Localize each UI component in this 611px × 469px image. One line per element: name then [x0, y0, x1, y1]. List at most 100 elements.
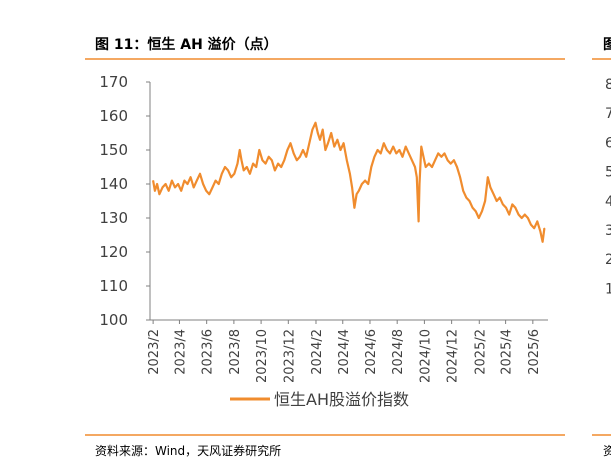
data-point — [533, 227, 535, 229]
right-panel-title-fragment: 图 — [603, 37, 611, 53]
data-point — [305, 156, 307, 158]
y-tick-label: 170 — [99, 73, 128, 91]
data-point — [233, 173, 235, 175]
data-point — [383, 142, 385, 144]
data-point — [183, 180, 185, 182]
data-point — [478, 217, 480, 219]
data-point — [481, 210, 483, 212]
data-point — [521, 217, 523, 219]
x-tick-label: 2024/4 — [337, 329, 352, 375]
data-point — [240, 159, 243, 161]
data-point — [392, 146, 394, 148]
x-tick-label: 2023/12 — [282, 329, 297, 383]
data-point — [171, 180, 173, 182]
data-point — [324, 149, 326, 151]
data-point — [283, 159, 285, 161]
data-point — [319, 139, 321, 141]
right-panel-tick-label: 6 — [605, 135, 611, 151]
data-point — [227, 169, 229, 171]
right-panel-tick-label: 8 — [605, 77, 611, 93]
x-tick-label: 2024/8 — [391, 329, 406, 375]
data-point — [414, 166, 416, 168]
y-tick-label: 140 — [99, 175, 128, 193]
data-point — [286, 149, 288, 151]
data-point — [539, 231, 542, 233]
data-point — [496, 200, 498, 202]
data-point — [165, 183, 167, 185]
y-tick-label: 110 — [99, 277, 128, 295]
data-point — [152, 180, 154, 182]
data-point — [447, 159, 449, 161]
data-point — [343, 142, 345, 144]
data-point — [215, 180, 217, 182]
data-point — [420, 146, 422, 148]
data-point — [475, 210, 477, 212]
data-point — [422, 156, 425, 158]
data-point — [268, 156, 270, 158]
data-point — [511, 203, 513, 205]
data-point — [221, 173, 223, 175]
data-point — [296, 159, 298, 161]
data-point — [180, 190, 182, 192]
data-point — [428, 163, 430, 165]
data-point — [356, 193, 358, 195]
data-point — [327, 142, 329, 144]
data-point — [271, 159, 273, 161]
data-point — [349, 173, 351, 175]
data-point — [339, 149, 342, 151]
data-point — [524, 214, 526, 216]
right-panel-tick-label: 2 — [605, 252, 611, 268]
right-panel-axis-ticks: 8 7 6 5 4 3 2 1 — [605, 77, 611, 297]
data-point — [536, 220, 538, 222]
data-point — [487, 176, 489, 178]
data-point — [154, 190, 156, 192]
data-point — [258, 149, 260, 151]
data-point — [322, 129, 324, 131]
data-point — [543, 227, 546, 229]
data-point — [453, 159, 455, 161]
data-point — [502, 203, 504, 205]
y-tick-label: 160 — [99, 107, 128, 125]
data-point — [317, 132, 319, 134]
data-point — [508, 214, 510, 216]
data-point — [333, 146, 335, 148]
data-point — [177, 183, 179, 185]
right-panel-tick-label: 7 — [605, 106, 611, 122]
data-point — [202, 183, 204, 185]
x-tick-label: 2024/10 — [418, 329, 433, 383]
data-point — [431, 166, 433, 168]
data-point — [505, 207, 507, 209]
data-point — [346, 159, 348, 161]
y-tick-label: 150 — [99, 141, 128, 159]
x-tick-label: 2023/10 — [255, 329, 270, 383]
data-point — [274, 169, 276, 171]
data-point — [236, 163, 239, 165]
data-point — [193, 186, 195, 188]
data-point — [211, 186, 214, 188]
x-tick-label: 2025/2 — [473, 329, 488, 375]
source-note: 资料来源：Wind，天风证券研究所 — [95, 444, 282, 458]
data-point — [252, 163, 254, 165]
data-point — [530, 224, 532, 226]
data-point — [416, 176, 418, 178]
data-point — [418, 220, 420, 222]
data-point — [358, 190, 360, 192]
data-point — [158, 193, 160, 195]
x-tick-label: 2023/4 — [173, 329, 188, 375]
data-point — [311, 129, 313, 131]
data-point — [314, 122, 317, 124]
x-axis-ticks: 2023/2 2023/4 2023/6 2023/8 2023/10 2023/12 20… — [147, 320, 542, 383]
data-point — [542, 241, 544, 243]
x-tick-label: 2024/12 — [446, 329, 461, 383]
data-point — [265, 163, 267, 165]
data-point — [380, 152, 382, 154]
data-point — [361, 183, 363, 185]
data-point — [459, 176, 461, 178]
data-point — [437, 152, 439, 154]
data-point — [351, 186, 353, 188]
data-point — [161, 186, 164, 188]
data-point — [468, 200, 471, 202]
data-point — [425, 166, 427, 168]
data-point — [246, 166, 248, 168]
data-point — [450, 163, 452, 165]
